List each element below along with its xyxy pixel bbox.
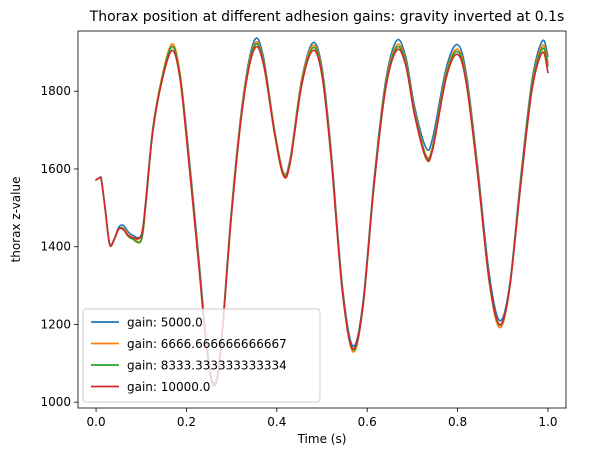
y-axis: 1000 1200 1400 1600 1800 <box>40 84 78 409</box>
y-tick-label: 1400 <box>40 240 71 254</box>
legend-entry-label: gain: 8333.333333333334 <box>127 359 287 373</box>
series-line-4 <box>95 45 549 387</box>
legend-entry-label: gain: 6666.666666666667 <box>127 337 287 351</box>
series-layer <box>95 37 549 387</box>
x-axis-label: Time (s) <box>297 432 347 446</box>
x-tick-label: 0.4 <box>267 415 286 429</box>
x-axis: 0.0 0.2 0.4 0.6 0.8 1.0 <box>87 408 557 429</box>
legend: gain: 5000.0 gain: 6666.666666666667 gain:… <box>82 308 321 403</box>
x-tick-label: 0.8 <box>448 415 467 429</box>
x-tick-label: 1.0 <box>538 415 557 429</box>
chart-title: Thorax position at different adhesion ga… <box>89 9 565 25</box>
x-tick-label: 0.2 <box>177 415 196 429</box>
legend-entry-label: gain: 5000.0 <box>127 316 203 330</box>
x-tick-label: 0.6 <box>358 415 377 429</box>
x-tick-label: 0.0 <box>87 415 106 429</box>
y-axis-label: thorax z-value <box>9 177 23 263</box>
plot-border <box>77 30 567 409</box>
y-tick-label: 1000 <box>40 395 71 409</box>
y-tick-label: 1800 <box>40 84 71 98</box>
y-tick-label: 1600 <box>40 162 71 176</box>
legend-entry-label: gain: 10000.0 <box>127 380 210 394</box>
y-tick-label: 1200 <box>40 317 71 331</box>
legend-box <box>82 308 321 403</box>
